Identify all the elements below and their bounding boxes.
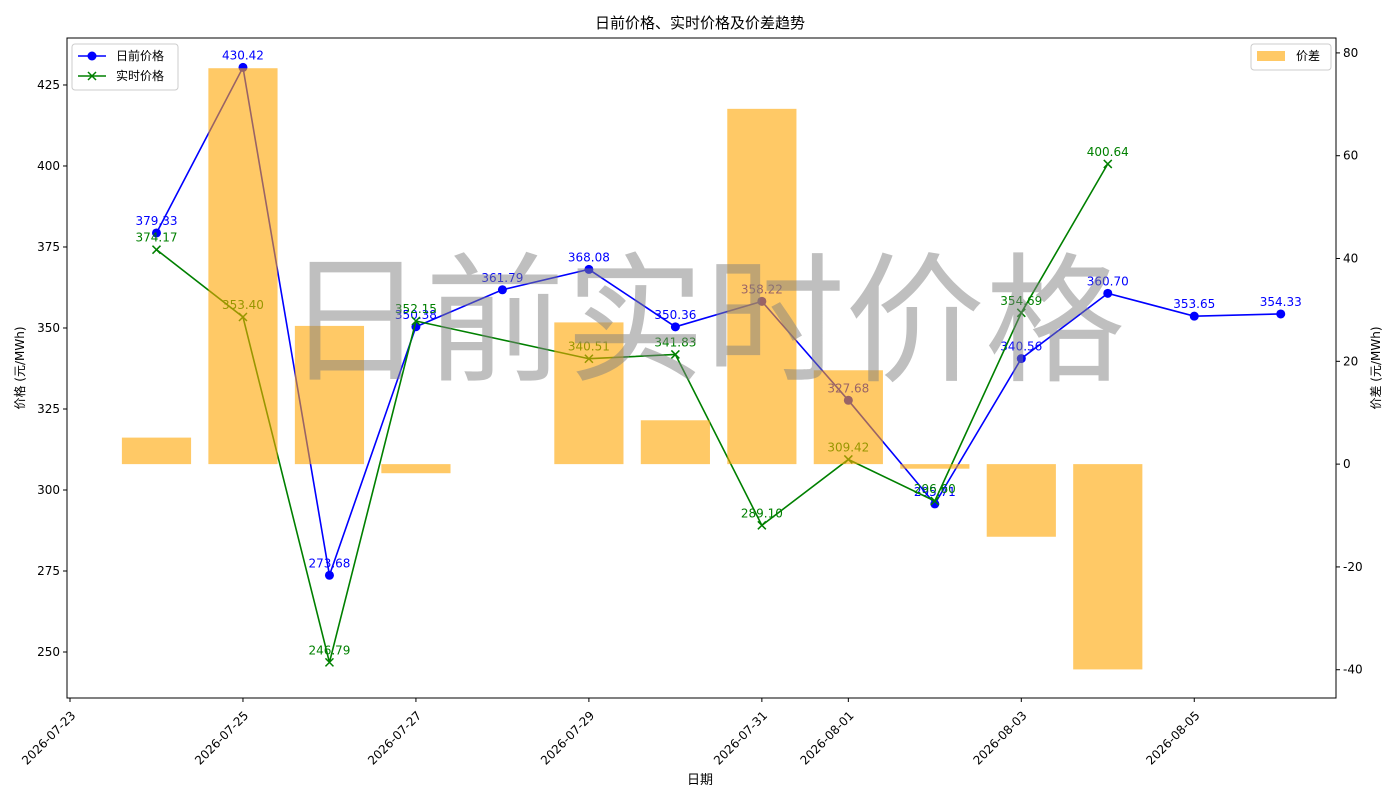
value-label: 379.33	[135, 214, 177, 228]
watermark: 日前实时价格	[285, 241, 1125, 404]
value-label: 361.79	[481, 271, 523, 285]
y2-tick-label: 40	[1343, 252, 1358, 266]
y-tick-label: 425	[37, 78, 60, 92]
value-label: 341.83	[654, 335, 696, 349]
data-point	[930, 499, 940, 509]
data-point	[1103, 288, 1113, 298]
value-label: 246.79	[308, 643, 350, 657]
data-point	[151, 245, 162, 255]
x-axis-label: 日期	[687, 773, 713, 788]
legend-swatch	[1257, 51, 1285, 61]
bar	[727, 108, 797, 465]
data-point	[151, 228, 161, 238]
data-point	[930, 496, 940, 506]
value-label: 374.17	[135, 231, 177, 245]
value-label: 350.38	[395, 308, 437, 322]
bar	[900, 464, 970, 469]
value-label: 368.08	[568, 250, 610, 264]
y2-tick-label: 0	[1343, 457, 1351, 471]
legend-marker	[87, 51, 97, 61]
data-point	[1016, 308, 1026, 318]
value-label: 400.64	[1087, 145, 1129, 159]
value-label: 354.69	[1000, 294, 1042, 308]
legend-marker	[87, 71, 97, 81]
value-label: 360.70	[1087, 274, 1129, 288]
value-label: 350.36	[654, 308, 696, 322]
value-label: 353.65	[1173, 297, 1215, 311]
y-tick-label: 250	[37, 645, 60, 659]
data-point	[1189, 311, 1199, 321]
y2-tick-label: -20	[1343, 560, 1363, 574]
legend-box	[1250, 43, 1332, 71]
legend-label: 价差	[1296, 49, 1320, 63]
y-tick-label: 375	[37, 240, 60, 254]
data-line	[155, 64, 1281, 576]
value-label: 273.68	[308, 556, 350, 570]
value-label: 289.10	[741, 506, 783, 520]
y-tick-label: 300	[37, 483, 60, 497]
bar	[813, 370, 883, 465]
bar	[121, 437, 192, 465]
y-tick-label: 325	[37, 402, 60, 416]
chart-title: 日前价格、实时价格及价差趋势	[595, 14, 805, 32]
data-point	[1103, 159, 1113, 169]
bar	[208, 68, 278, 465]
value-label: 340.56	[1000, 340, 1042, 354]
value-label: 296.60	[914, 482, 956, 496]
y-axis-label: 价格 (元/MWh)	[12, 326, 27, 409]
bar	[1073, 464, 1143, 670]
bar	[294, 325, 365, 465]
bar	[986, 464, 1056, 537]
data-point	[584, 264, 594, 274]
y2-tick-label: 60	[1343, 149, 1358, 163]
value-label: 430.42	[222, 48, 264, 62]
data-point	[324, 657, 334, 667]
y-tick-label: 275	[37, 564, 60, 578]
bar	[554, 322, 624, 465]
data-point	[324, 570, 334, 580]
data-point	[411, 316, 421, 326]
legend-label: 日前价格	[116, 48, 164, 63]
y-tick-label: 400	[37, 159, 60, 173]
bar	[381, 464, 451, 474]
data-point	[1016, 354, 1026, 364]
bar	[640, 420, 710, 465]
legend-label: 实时价格	[116, 68, 164, 83]
y2-tick-label: 20	[1343, 354, 1358, 368]
y-tick-label: 350	[37, 321, 60, 335]
value-label: 352.15	[395, 302, 437, 316]
value-label: 354.33	[1260, 295, 1302, 309]
data-point	[670, 349, 680, 359]
plot-frame	[66, 37, 1337, 699]
y2-tick-label: 80	[1343, 46, 1358, 60]
data-point	[670, 322, 680, 332]
data-point	[757, 520, 767, 530]
y2-tick-label: -40	[1343, 663, 1363, 677]
y2-axis-label: 价差 (元/MWh)	[1369, 326, 1383, 409]
data-point	[1276, 309, 1286, 319]
data-point	[497, 285, 507, 295]
